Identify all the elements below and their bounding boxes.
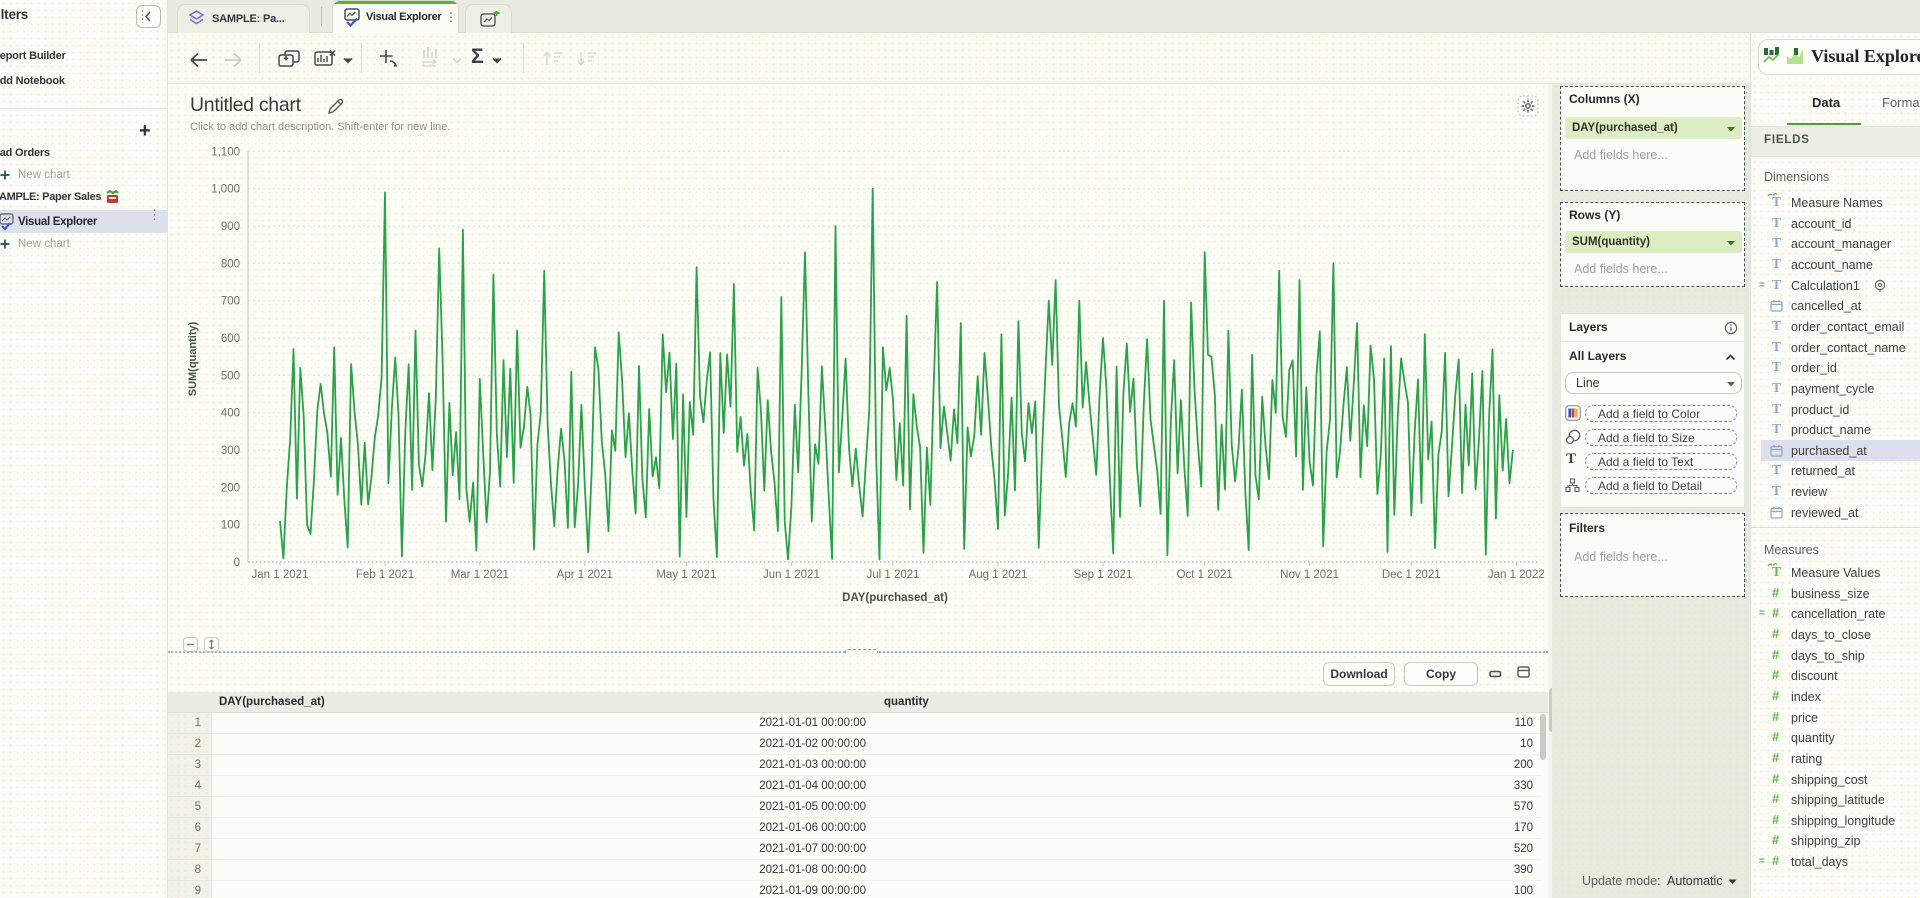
svg-text:May 1 2021: May 1 2021 <box>656 569 716 581</box>
svg-text:900: 900 <box>221 221 240 233</box>
svg-text:Oct 1 2021: Oct 1 2021 <box>1177 569 1233 581</box>
svg-text:800: 800 <box>221 258 240 270</box>
svg-text:Dec 1 2021: Dec 1 2021 <box>1382 569 1441 581</box>
svg-text:1,000: 1,000 <box>211 184 240 196</box>
svg-text:600: 600 <box>221 333 240 345</box>
svg-text:200: 200 <box>221 482 240 494</box>
svg-text:Aug 1 2021: Aug 1 2021 <box>969 569 1028 581</box>
svg-text:700: 700 <box>221 296 240 308</box>
svg-text:500: 500 <box>221 370 240 382</box>
svg-text:SUM(quantity): SUM(quantity) <box>187 321 199 396</box>
svg-text:Nov 1 2021: Nov 1 2021 <box>1280 569 1339 581</box>
svg-text:Mar 1 2021: Mar 1 2021 <box>451 569 509 581</box>
svg-text:0: 0 <box>234 557 240 569</box>
svg-text:Feb 1 2021: Feb 1 2021 <box>356 569 414 581</box>
svg-text:Jul 1 2021: Jul 1 2021 <box>866 569 919 581</box>
svg-text:Apr 1 2021: Apr 1 2021 <box>557 569 613 581</box>
svg-text:Jan 1 2021: Jan 1 2021 <box>252 569 309 581</box>
svg-text:Jun 1 2021: Jun 1 2021 <box>763 569 820 581</box>
svg-text:300: 300 <box>221 445 240 457</box>
svg-text:1,100: 1,100 <box>211 146 240 158</box>
svg-text:100: 100 <box>221 520 240 532</box>
svg-text:Jan 1 2022: Jan 1 2022 <box>1488 569 1545 581</box>
svg-text:Sep 1 2021: Sep 1 2021 <box>1074 569 1133 581</box>
svg-text:400: 400 <box>221 408 240 420</box>
svg-text:DAY(purchased_at): DAY(purchased_at) <box>842 592 948 604</box>
